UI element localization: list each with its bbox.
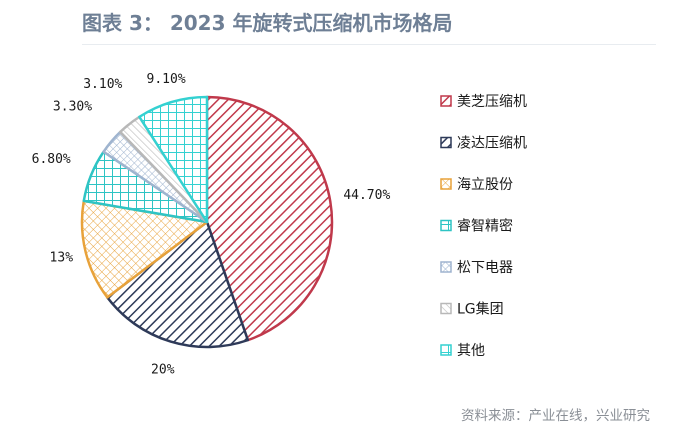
legend-swatch-3: [440, 178, 452, 190]
legend-label-7: 其他: [457, 343, 485, 359]
pie-slice-2: [106, 220, 250, 349]
pie-slice-7: [138, 95, 209, 224]
title-divider: [82, 44, 656, 45]
data-label-4: 6.80%: [32, 152, 71, 167]
pie-slice-1: [205, 95, 334, 342]
data-label-7: 9.10%: [147, 72, 186, 87]
data-label-1: 44.70%: [343, 188, 390, 203]
legend-swatch-7: [440, 344, 452, 356]
legend-label-4: 睿智精密: [457, 218, 513, 235]
legend-label-3: 海立股份: [457, 177, 513, 193]
legend-swatch-4: [440, 219, 452, 232]
source-note: 资料来源：产业在线，兴业研究: [461, 408, 650, 424]
data-label-6: 3.10%: [83, 77, 122, 92]
data-label-3: 13%: [50, 251, 74, 266]
page-title: 图表 3： 2023 年旋转式压缩机市场格局: [82, 11, 453, 35]
legend-label-1: 美芝压缩机: [457, 94, 527, 110]
legend-swatch-6: [440, 302, 452, 315]
data-label-5: 3.30%: [53, 100, 92, 115]
legend-swatch-2: [440, 136, 452, 149]
legend-label-6: LG集团: [457, 301, 504, 318]
legend-label-2: 凌达压缩机: [457, 136, 527, 152]
legend-label-5: 松下电器: [457, 260, 513, 276]
pie-slice-3: [80, 199, 209, 299]
data-label-2: 20%: [151, 362, 175, 377]
legend-swatch-5: [440, 261, 452, 273]
legend-swatch-1: [440, 95, 452, 107]
